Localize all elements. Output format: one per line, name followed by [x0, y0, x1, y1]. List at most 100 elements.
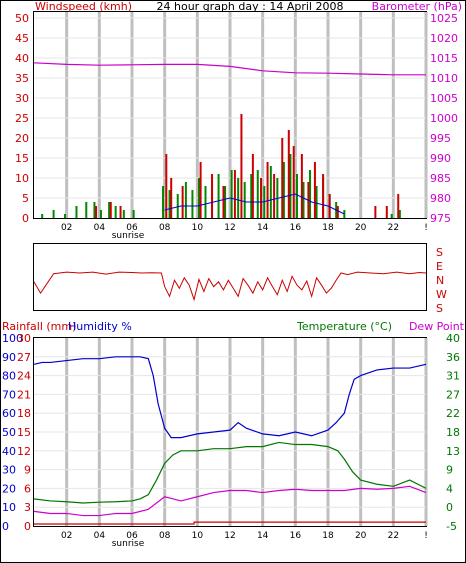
- temperature-axis-title: Temperature (°C): [296, 320, 392, 333]
- temperature-tick-label: 36: [446, 351, 460, 364]
- wind-x-tick-label: 04: [94, 223, 106, 233]
- humidity-line: [33, 356, 427, 439]
- barometer-line: [33, 62, 426, 76]
- rainfall-tick-label: 27: [17, 351, 31, 364]
- wind-x-tick-label: 02: [61, 223, 72, 233]
- temperature-tick-label: 27: [446, 388, 460, 401]
- windspeed-tick-label: 50: [15, 12, 29, 25]
- barometer-tick-label: 1025: [430, 12, 458, 25]
- barometer-tick-label: 980: [430, 192, 451, 205]
- barometer-axis-title: Barometer (hPa): [372, 0, 462, 13]
- wind-direction-line: [33, 271, 427, 302]
- rainfall-tick-label: 21: [17, 388, 31, 401]
- wind-x-tick-label: 22: [388, 223, 399, 233]
- humidity-axis-title: Humidity %: [68, 320, 132, 333]
- humidity-tick-label: 80: [2, 370, 16, 383]
- barometer-tick-label: 1010: [430, 72, 458, 85]
- rainfall-line: [34, 521, 426, 525]
- direction-tick-label: S: [436, 246, 443, 259]
- direction-tick-label: W: [436, 288, 447, 301]
- humidity-tick-label: 50: [2, 426, 16, 439]
- rainfall-tick-label: 6: [24, 482, 31, 495]
- humidity-tick-label: 60: [2, 407, 16, 420]
- windspeed-tick-label: 15: [15, 152, 29, 165]
- windspeed-tick-label: 35: [15, 72, 29, 85]
- temperature-tick-label: 18: [446, 426, 460, 439]
- rainfall-tick-label: 3: [24, 501, 31, 514]
- humidity-tick-label: 90: [2, 351, 16, 364]
- barometer-tick-label: 995: [430, 132, 451, 145]
- wind-direction-panel-frame: [33, 243, 427, 311]
- temp-x-tick-label: 02: [61, 531, 72, 541]
- rainfall-tick-label: 12: [17, 445, 31, 458]
- sunrise-label-top: sunrise: [112, 231, 145, 241]
- humidity-tick-label: 70: [2, 388, 16, 401]
- rainfall-tick-label: 15: [17, 426, 31, 439]
- windspeed-tick-label: 5: [22, 192, 29, 205]
- sunrise-label-bottom: sunrise: [112, 539, 145, 549]
- temp-x-tick-label: 20: [355, 531, 367, 541]
- direction-tick-label: E: [436, 260, 443, 273]
- wind-x-tick-label: 20: [355, 223, 367, 233]
- barometer-tick-label: 1005: [430, 92, 458, 105]
- temp-x-tick-label: 22: [388, 531, 399, 541]
- rainfall-axis-title: Rainfall (mm): [2, 320, 76, 333]
- windspeed-tick-label: 20: [15, 132, 29, 145]
- wind-x-tick-label: 18: [322, 223, 334, 233]
- temp-x-tick-label: 10: [192, 531, 204, 541]
- barometer-tick-label: 1000: [430, 112, 458, 125]
- humidity-tick-label: 100: [2, 332, 23, 345]
- windspeed-tick-label: 0: [22, 212, 29, 225]
- rainfall-tick-label: 0: [24, 520, 31, 533]
- windspeed-tick-label: 25: [15, 112, 29, 125]
- graph-title: 24 hour graph day : 14 April 2008: [157, 0, 344, 13]
- dewpoint-axis-title: Dew Point: [409, 320, 465, 333]
- direction-tick-label: S: [436, 302, 443, 315]
- temperature-tick-label: 0: [446, 501, 453, 514]
- barometer-tick-label: 975: [430, 212, 451, 225]
- temp-x-tick-label: 06: [126, 531, 138, 541]
- wind-x-tick-label: 12: [224, 223, 235, 233]
- windspeed-tick-label: 45: [15, 32, 29, 45]
- windspeed-axis-title: Windspeed (kmh): [35, 0, 132, 13]
- rainfall-tick-label: 9: [24, 464, 31, 477]
- barometer-tick-label: 1020: [430, 32, 458, 45]
- temperature-tick-label: 13: [446, 445, 460, 458]
- temp-x-tick-label: 12: [224, 531, 235, 541]
- temp-x-tick-label: 04: [94, 531, 106, 541]
- wind-x-tick-label: !: [424, 223, 428, 233]
- humidity-tick-label: 10: [2, 501, 16, 514]
- temp-x-tick-label: 14: [257, 531, 269, 541]
- barometer-tick-label: 1015: [430, 52, 458, 65]
- windspeed-tick-label: 30: [15, 92, 29, 105]
- wind-x-tick-label: 16: [290, 223, 302, 233]
- wind-x-tick-label: 10: [192, 223, 204, 233]
- rainfall-tick-label: 24: [17, 370, 31, 383]
- wind-x-tick-label: 08: [159, 223, 171, 233]
- temperature-tick-label: -5: [446, 520, 457, 533]
- average-wind-line: [164, 193, 345, 215]
- temp-x-tick-label: 08: [159, 531, 171, 541]
- humidity-tick-label: 0: [2, 520, 9, 533]
- dewpoint-line: [33, 485, 427, 517]
- wind-x-tick-label: 14: [257, 223, 269, 233]
- temp-x-tick-label: !: [424, 531, 428, 541]
- windspeed-tick-label: 10: [15, 172, 29, 185]
- temperature-tick-label: 40: [446, 332, 460, 345]
- temperature-tick-label: 4: [446, 482, 453, 495]
- rainfall-tick-label: 30: [17, 332, 31, 345]
- temperature-tick-label: 22: [446, 407, 460, 420]
- barometer-tick-label: 990: [430, 152, 451, 165]
- temperature-tick-label: 9: [446, 464, 453, 477]
- temp-x-tick-label: 18: [322, 531, 334, 541]
- barometer-tick-label: 985: [430, 172, 451, 185]
- direction-tick-label: N: [436, 274, 444, 287]
- windspeed-tick-label: 40: [15, 52, 29, 65]
- temperature-line: [33, 441, 427, 504]
- temperature-tick-label: 31: [446, 370, 460, 383]
- temp-x-tick-label: 16: [290, 531, 302, 541]
- rainfall-tick-label: 18: [17, 407, 31, 420]
- humidity-tick-label: 40: [2, 445, 16, 458]
